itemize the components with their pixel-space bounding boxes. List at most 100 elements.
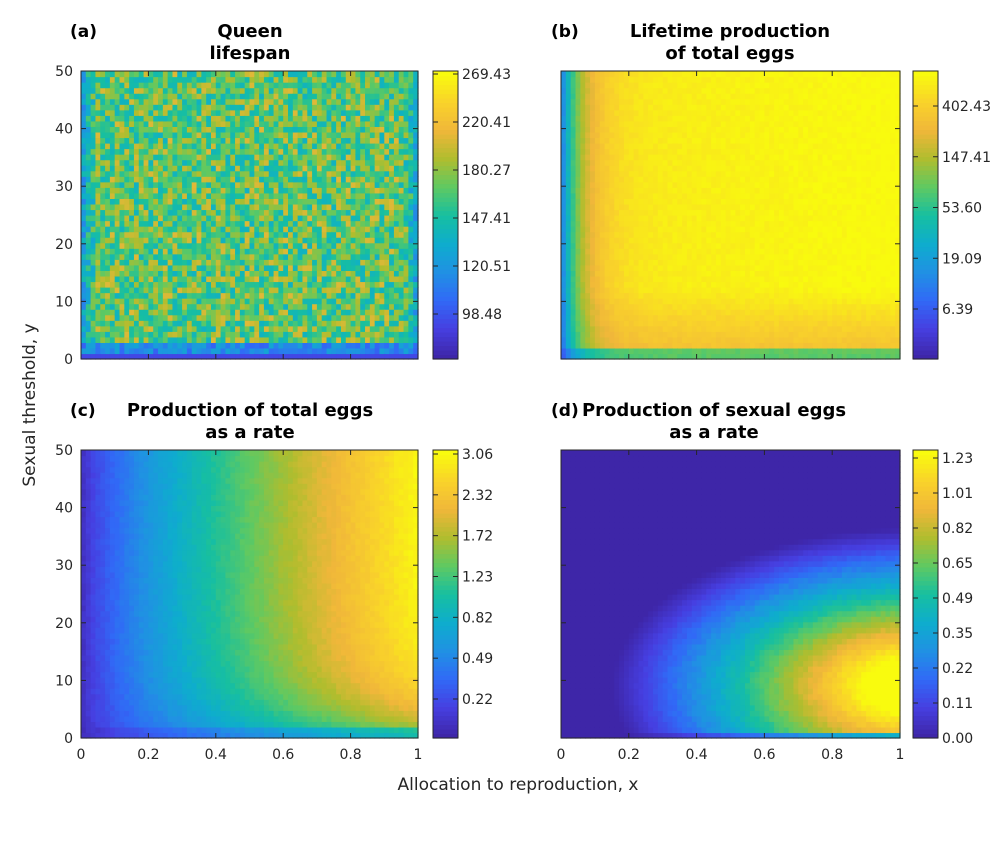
heatmap-cell <box>210 309 217 316</box>
heatmap-cell <box>590 76 596 83</box>
heatmap-cell <box>331 115 337 122</box>
heatmap-cell <box>326 220 332 227</box>
heatmap-cell <box>201 281 207 288</box>
heatmap-cell <box>604 82 611 89</box>
heatmap-cell <box>575 242 581 249</box>
heatmap-cell <box>81 143 87 150</box>
heatmap-cell <box>590 281 596 288</box>
heatmap-cell <box>210 131 217 139</box>
heatmap-cell <box>653 325 659 332</box>
heatmap-cell <box>599 231 606 238</box>
heatmap-cell <box>230 176 236 183</box>
heatmap-cell <box>599 220 606 227</box>
heatmap-cell <box>129 231 135 238</box>
heatmap-cell <box>413 181 419 188</box>
heatmap-cell <box>177 115 183 122</box>
heatmap-cell <box>210 126 217 133</box>
heatmap-cell <box>350 264 357 271</box>
heatmap-cell <box>345 120 352 127</box>
heatmap-cell <box>191 176 198 183</box>
heatmap-cell <box>288 82 294 89</box>
heatmap-cell <box>389 325 395 332</box>
heatmap-cell <box>350 275 357 283</box>
heatmap-cell <box>638 331 644 338</box>
heatmap-cell <box>129 148 135 155</box>
heatmap-cell <box>653 93 659 100</box>
heatmap-cell <box>129 154 135 161</box>
colorbar-swatch <box>433 224 458 230</box>
heatmap-cell <box>565 159 572 166</box>
heatmap-cell <box>158 275 164 283</box>
heatmap-cell <box>191 303 198 310</box>
heatmap-cell <box>114 109 121 116</box>
heatmap-cell <box>249 137 255 144</box>
heatmap-cell <box>580 220 586 227</box>
heatmap-cell <box>210 176 217 183</box>
heatmap-cell <box>321 120 328 127</box>
heatmap-cell <box>585 231 591 238</box>
heatmap-cell <box>667 275 673 283</box>
heatmap-cell <box>158 198 164 205</box>
heatmap-cell <box>268 176 275 183</box>
heatmap-cell <box>628 331 635 338</box>
heatmap-cell <box>379 237 385 244</box>
heatmap-cell <box>129 203 135 211</box>
heatmap-cell <box>162 82 169 89</box>
heatmap-cell <box>90 76 97 83</box>
heatmap-cell <box>312 98 318 105</box>
heatmap-cell <box>244 314 251 321</box>
heatmap-cell <box>81 309 87 316</box>
heatmap-cell <box>355 353 361 360</box>
heatmap-cell <box>90 248 97 255</box>
heatmap-cell <box>268 264 275 271</box>
heatmap-cell <box>369 82 376 89</box>
heatmap-cell <box>565 109 572 116</box>
heatmap-cell <box>336 275 342 283</box>
heatmap-cell <box>585 126 591 133</box>
heatmap-cell <box>316 104 323 111</box>
heatmap-cell <box>561 159 567 166</box>
heatmap-cell <box>590 115 596 122</box>
heatmap-cell <box>345 170 352 177</box>
heatmap-cell <box>273 209 279 216</box>
heatmap-cell <box>365 131 371 139</box>
heatmap-cell <box>182 93 188 100</box>
heatmap-cell <box>657 336 664 343</box>
heatmap-cell <box>148 148 154 155</box>
heatmap-cell <box>389 154 395 161</box>
heatmap-cell <box>374 248 381 255</box>
heatmap-cell <box>81 242 87 249</box>
heatmap-cell <box>235 292 241 299</box>
heatmap-cell <box>95 309 101 316</box>
heatmap-cell <box>172 215 178 222</box>
heatmap-cell <box>648 237 654 244</box>
heatmap-cell <box>230 336 236 343</box>
heatmap-cell <box>100 336 106 343</box>
heatmap-cell <box>604 165 611 172</box>
heatmap-cell <box>633 137 640 144</box>
heatmap-cell <box>158 187 164 194</box>
heatmap-cell <box>167 281 174 288</box>
heatmap-cell <box>153 209 159 216</box>
heatmap-cell <box>331 192 337 199</box>
heatmap-cell <box>413 231 419 238</box>
heatmap-cell <box>172 170 178 177</box>
heatmap-cell <box>599 76 606 83</box>
heatmap-cell <box>302 314 308 321</box>
heatmap-cell <box>172 187 178 194</box>
heatmap-cell <box>672 231 678 238</box>
heatmap-cell <box>114 120 121 127</box>
heatmap-cell <box>201 336 207 343</box>
heatmap-cell <box>365 176 371 183</box>
heatmap-cell <box>292 264 299 271</box>
heatmap-cell <box>667 231 673 238</box>
heatmap-cell <box>162 353 169 360</box>
heatmap-cell <box>119 71 125 78</box>
heatmap-cell <box>408 314 414 321</box>
heatmap-cell <box>321 170 328 177</box>
heatmap-cell <box>614 148 620 155</box>
heatmap-cell <box>609 203 615 211</box>
heatmap-cell <box>220 192 227 199</box>
heatmap-cell <box>599 237 606 244</box>
heatmap-cell <box>288 259 294 266</box>
